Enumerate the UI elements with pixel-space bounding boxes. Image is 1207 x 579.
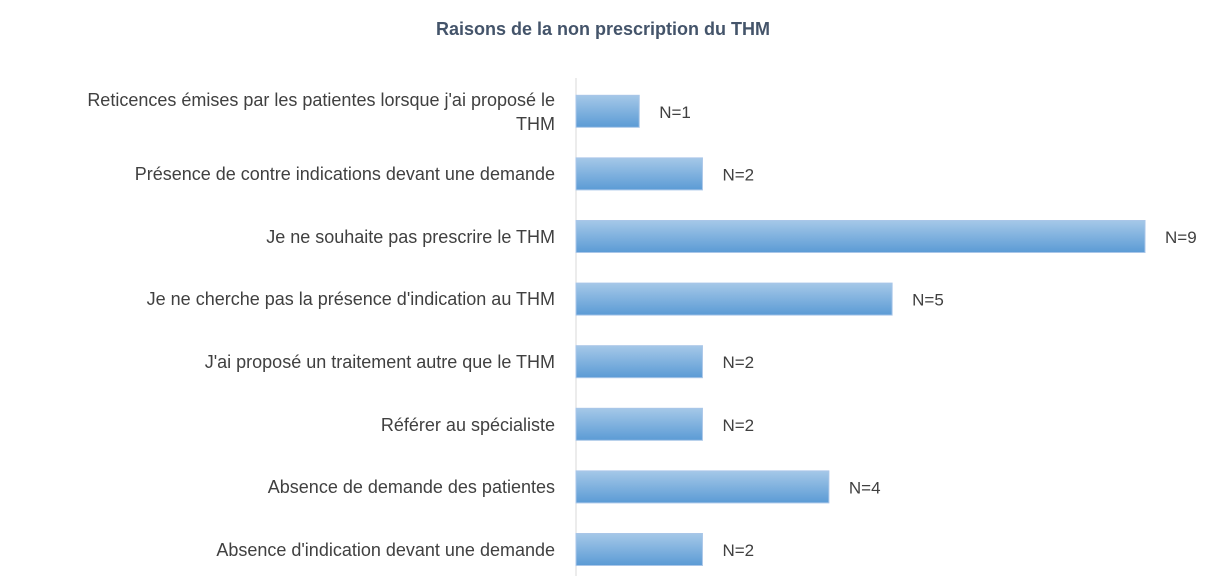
category-label: Je ne souhaite pas prescrire le THM [60, 205, 555, 268]
category-text: J'ai proposé un traitement autre que le … [204, 351, 555, 372]
category-label: J'ai proposé un traitement autre que le … [60, 330, 555, 393]
category-text: Reticences émises par les patientes lors… [87, 89, 555, 134]
value-label: N=5 [912, 291, 944, 310]
category-label: Présence de contre indications devant un… [60, 143, 555, 206]
bar [575, 94, 640, 128]
bar [575, 407, 703, 441]
value-label: N=9 [1165, 228, 1197, 247]
bar [575, 470, 830, 504]
value-label: N=4 [849, 478, 881, 497]
value-label: N=1 [659, 103, 691, 122]
value-label: N=2 [722, 165, 754, 184]
category-label: Référer au spécialiste [60, 393, 555, 456]
chart-title: Raisons de la non prescription du THM [436, 19, 770, 39]
category-label: Absence de demande des patientes [60, 456, 555, 519]
category-text: Je ne souhaite pas prescrire le THM [266, 226, 555, 247]
value-label: N=2 [722, 541, 754, 560]
value-label: N=2 [722, 416, 754, 435]
category-label: Reticences émises par les patientes lors… [60, 80, 555, 143]
category-text: Absence d'indication devant une demande [216, 539, 555, 560]
bar [575, 345, 703, 379]
bar [575, 220, 1146, 253]
category-text: Présence de contre indications devant un… [134, 164, 555, 185]
category-text: Je ne cherche pas la présence d'indicati… [146, 289, 555, 310]
bar [575, 157, 703, 191]
category-text: Absence de demande des patientes [267, 477, 555, 498]
category-label: Je ne cherche pas la présence d'indicati… [60, 268, 555, 331]
category-label: Absence d'indication devant une demande [60, 518, 555, 579]
category-text: Référer au spécialiste [380, 414, 555, 435]
bar [575, 533, 703, 566]
value-label: N=2 [722, 353, 754, 372]
bar [575, 282, 893, 316]
